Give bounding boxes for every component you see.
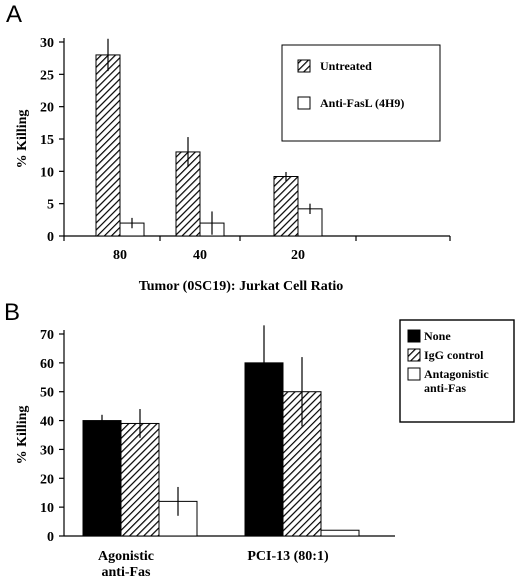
panel-a-y-tick-label: 0 — [47, 230, 54, 245]
panel-b-legend-swatch — [407, 348, 421, 362]
panel-b-x-tick-label: Agonistic anti-Fas — [98, 549, 154, 580]
panel-a-x-tick-label: 40 — [193, 248, 207, 263]
panel-a-y-tick-label: 5 — [47, 198, 54, 213]
panel-a-x-tick-label: 80 — [113, 248, 127, 263]
panel-b-legend-swatch — [407, 329, 421, 343]
panel-b-y-tick-label: 40 — [40, 415, 54, 430]
panel-b-legend-label: IgG control — [424, 348, 484, 362]
panel-a-x-tick-label: 20 — [291, 248, 305, 263]
panel-b-y-tick-label: 0 — [47, 530, 54, 545]
panel-a-y-tick-label: 20 — [40, 101, 54, 116]
panel-a-y-tick-label: 30 — [40, 36, 54, 51]
panel-b-y-tick-label: 30 — [40, 443, 54, 458]
panel-b-bar — [120, 422, 160, 537]
panel-b-y-tick-label: 50 — [40, 386, 54, 401]
panel-b-legend-label: None — [424, 329, 451, 343]
panel-a-x-axis-title: Tumor (0SC19): Jurkat Cell Ratio — [139, 279, 344, 294]
panel-b-x-tick-label: PCI-13 (80:1) — [247, 549, 329, 564]
panel-a-legend-swatch — [297, 96, 311, 110]
panel-a-legend-swatch — [297, 59, 311, 73]
panel-b-bar — [320, 529, 360, 537]
panel-a-bar — [273, 176, 299, 237]
panel-a-y-axis-title: % Killing — [15, 110, 30, 169]
panel-a-letter: A — [6, 1, 22, 28]
panel-b-y-tick-label: 60 — [40, 357, 54, 372]
panel-b-bar — [82, 420, 122, 537]
panel-b-legend-label: Antagonistic anti-Fas — [424, 367, 489, 395]
panel-b-y-tick-label: 20 — [40, 472, 54, 487]
panel-a-bar — [95, 54, 121, 237]
panel-b-legend-swatch — [407, 367, 421, 381]
panel-a-y-tick-label: 10 — [40, 165, 54, 180]
panel-a-y-tick-label: 25 — [40, 68, 54, 83]
panel-b-y-tick-label: 10 — [40, 501, 54, 516]
panel-b-y-axis-title: % Killing — [15, 406, 30, 465]
panel-a-y-tick-label: 15 — [40, 133, 54, 148]
panel-b-letter: B — [4, 299, 20, 326]
panel-a-legend-label: Anti-FasL (4H9) — [320, 96, 404, 110]
panel-a-legend-label: Untreated — [320, 59, 372, 73]
panel-b-y-tick-label: 70 — [40, 328, 54, 343]
